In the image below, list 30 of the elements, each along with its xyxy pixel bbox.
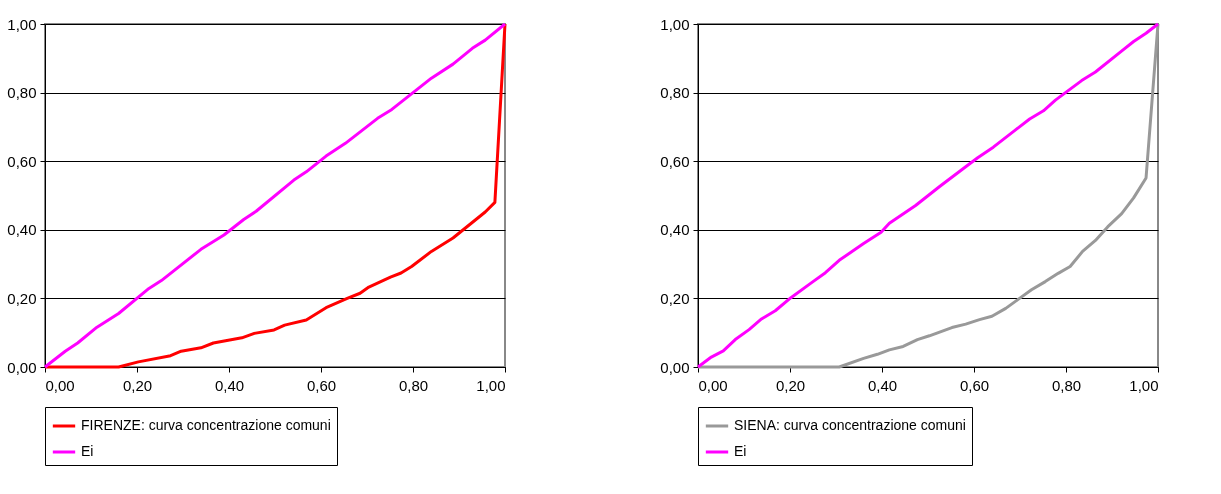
y-tick-label: 1,00 xyxy=(7,15,37,33)
y-tick-label: 0,00 xyxy=(660,358,690,376)
x-tick-label: 1,00 xyxy=(1129,376,1159,394)
line-series xyxy=(43,22,507,369)
x-tick-label: 0,80 xyxy=(398,376,429,394)
x-tick-label: 0,60 xyxy=(306,376,337,394)
y-tick-label: 0,40 xyxy=(7,221,37,239)
x-tick-label: 0,00 xyxy=(698,376,728,394)
y-tick-label: 0,20 xyxy=(7,289,37,307)
line-series xyxy=(696,22,1160,369)
x-tick-label: 0,80 xyxy=(1051,376,1082,394)
y-tick-label: 0,80 xyxy=(660,84,690,102)
legend-label: SIENA: curva concentrazione comuni xyxy=(734,417,966,433)
x-tick-label: 0,20 xyxy=(122,376,153,394)
x-tick-label: 0,60 xyxy=(959,376,990,394)
y-tick-label: 0,00 xyxy=(7,358,37,376)
y-tick-label: 0,60 xyxy=(7,152,37,170)
x-tick-label: 0,20 xyxy=(775,376,806,394)
x-tick-label: 0,40 xyxy=(214,376,245,394)
legend-label: Ei xyxy=(81,443,94,459)
y-tick-label: 0,20 xyxy=(660,289,690,307)
x-tick-label: 1,00 xyxy=(476,376,506,394)
x-tick-label: 0,00 xyxy=(45,376,75,394)
x-tick-label: 0,40 xyxy=(867,376,898,394)
y-tick-label: 0,80 xyxy=(7,84,37,102)
legend-label: Ei xyxy=(734,443,747,459)
y-tick-label: 0,40 xyxy=(660,221,690,239)
y-tick-label: 0,60 xyxy=(660,152,690,170)
y-tick-label: 1,00 xyxy=(660,15,690,33)
legend-label: FIRENZE: curva concentrazione comuni xyxy=(81,417,331,433)
